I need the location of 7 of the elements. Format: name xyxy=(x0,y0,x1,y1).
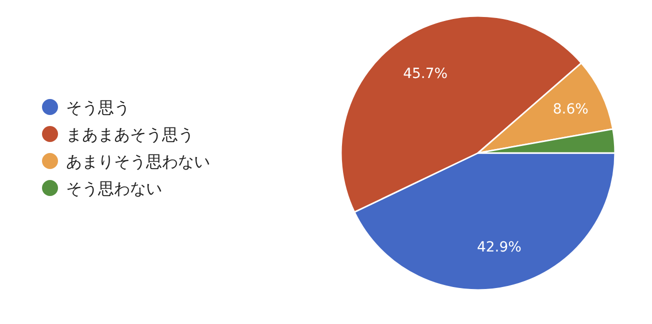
legend-label: あまりそう思わない xyxy=(66,152,210,171)
legend-label: そう思わない xyxy=(66,179,162,198)
data-label: 8.6% xyxy=(552,102,588,118)
legend-label: まあまあそう思う xyxy=(66,125,194,144)
legend-label: そう思う xyxy=(66,98,130,117)
data-label: 45.7% xyxy=(403,66,448,82)
data-label: 42.9% xyxy=(476,240,522,256)
